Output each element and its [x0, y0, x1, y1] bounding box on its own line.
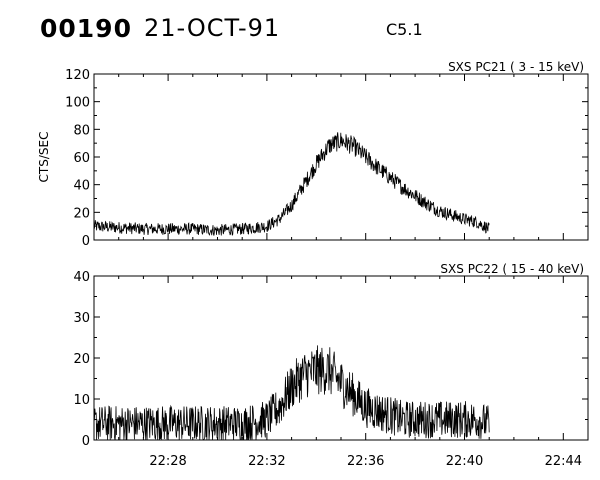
y-tick-label: 120	[65, 68, 90, 83]
y-tick-label: 20	[73, 206, 90, 221]
y-tick-label: 10	[73, 393, 90, 408]
y-axis-label: CTS/SEC	[37, 132, 51, 183]
x-tick-label: 22:32	[248, 454, 285, 469]
plot-frame	[93, 73, 589, 241]
event-id: 00190	[40, 14, 132, 43]
data-series-line	[93, 132, 490, 236]
y-tick-label: 80	[73, 123, 90, 138]
event-date: 21-OCT-91	[144, 14, 281, 42]
y-tick-label: 0	[82, 234, 90, 249]
y-tick-label: 0	[82, 434, 90, 449]
plot-frame	[93, 275, 589, 441]
x-tick-label: 22:44	[545, 454, 582, 469]
x-tick-label: 22:40	[446, 454, 483, 469]
x-tick-label: 22:36	[347, 454, 384, 469]
x-tick-label: 22:28	[149, 454, 186, 469]
panel-title: SXS PC21 ( 3 - 15 keV)	[448, 60, 584, 74]
y-tick-label: 30	[73, 311, 90, 326]
panel-title: SXS PC22 ( 15 - 40 keV)	[440, 262, 584, 276]
y-tick-label: 20	[73, 352, 90, 367]
flare-class: C5.1	[386, 20, 423, 39]
y-tick-label: 40	[73, 179, 90, 194]
y-tick-label: 100	[65, 96, 90, 111]
data-series-line	[93, 345, 490, 441]
y-tick-label: 40	[73, 270, 90, 285]
y-tick-label: 60	[73, 151, 90, 166]
